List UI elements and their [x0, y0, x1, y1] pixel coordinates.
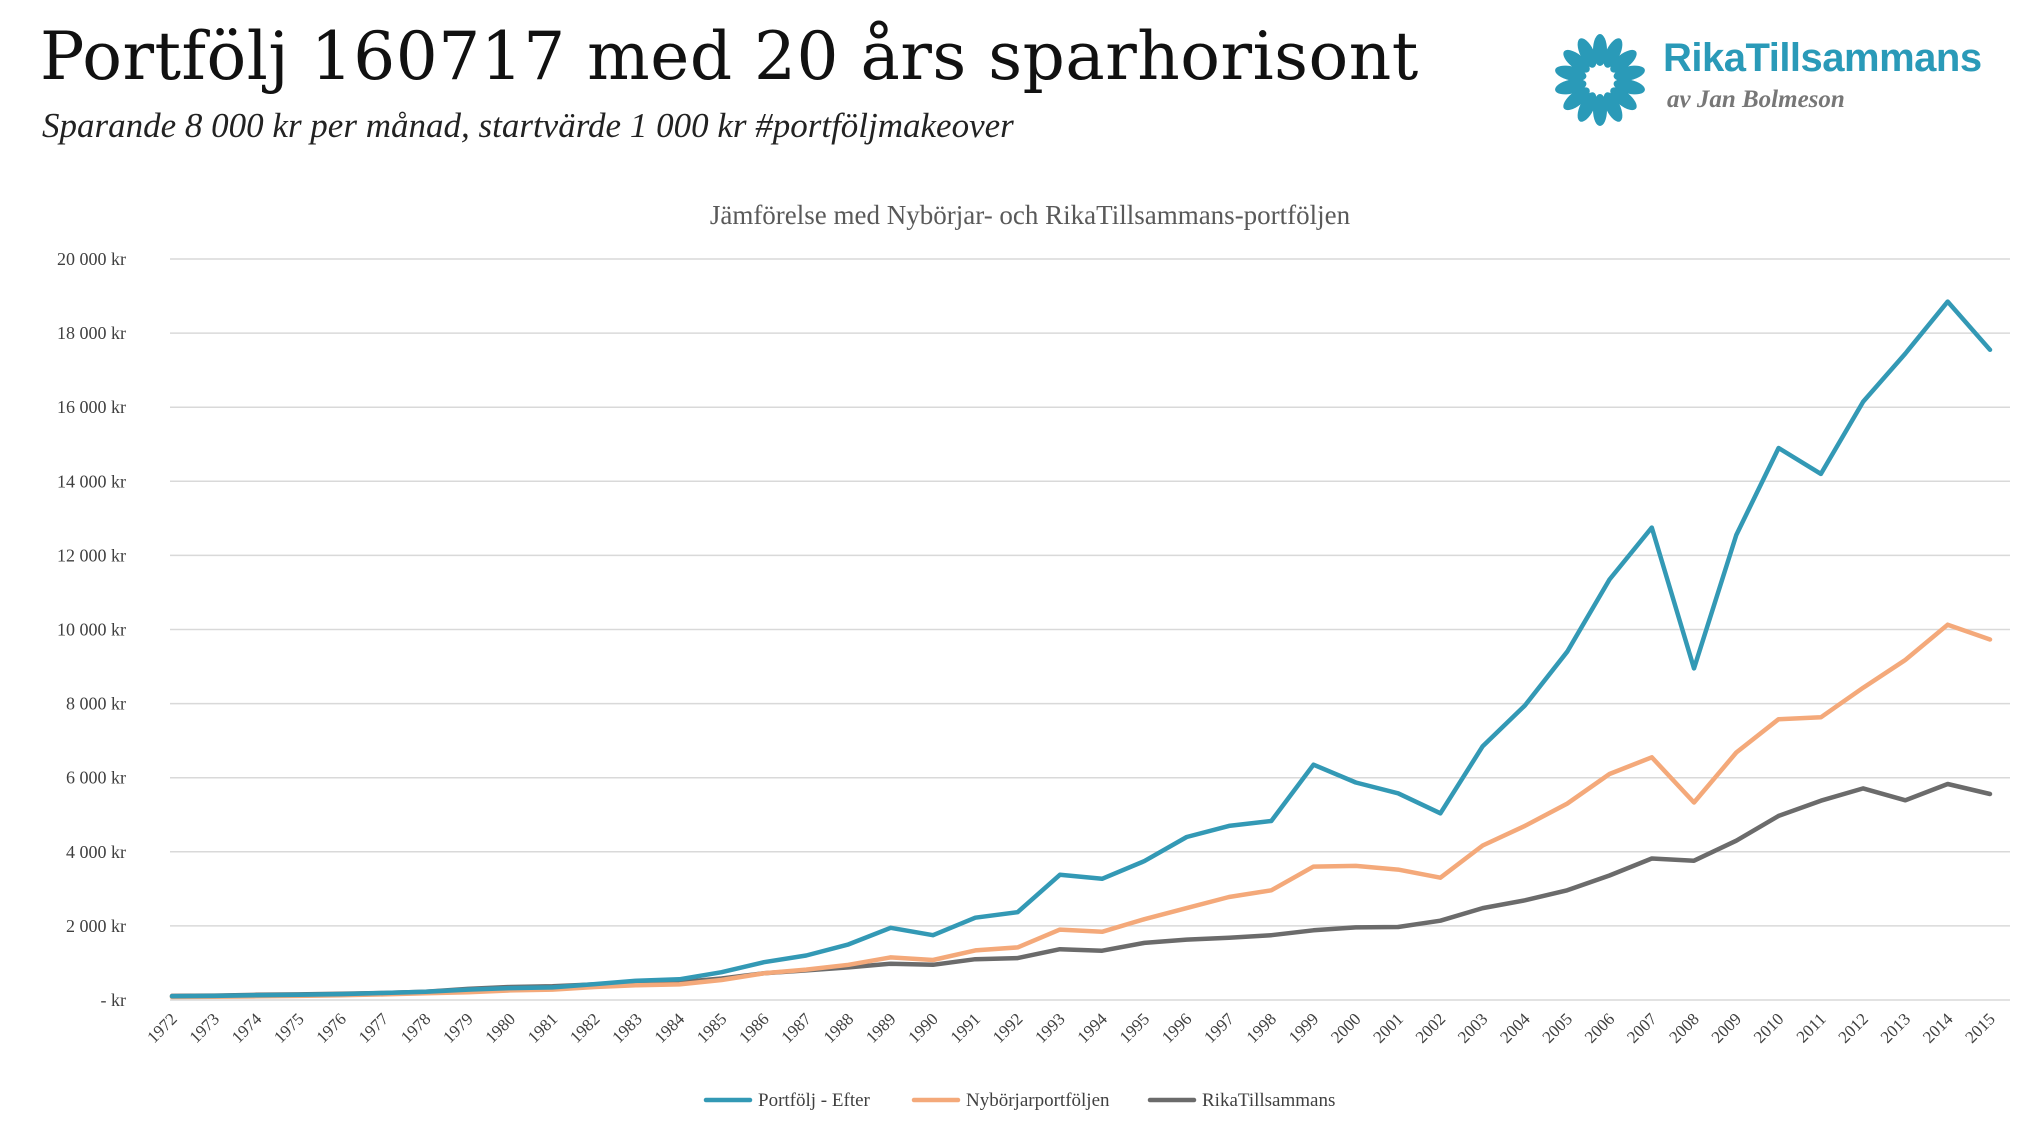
logo-byline: av Jan Bolmeson — [1667, 86, 1845, 113]
x-tick-label: 1995 — [1116, 1009, 1153, 1046]
x-axis-ticks: 1972 1973 1974 1975 1976 1977 1978 1979 1980 1981… — [143, 1009, 1998, 1047]
page-title: Portfölj 160717 med 20 års sparhorisont — [40, 18, 1419, 95]
legend-label: Nybörjarportföljen — [966, 1090, 1110, 1111]
logo-petal — [1555, 78, 1587, 95]
x-tick-label: 1990 — [904, 1009, 941, 1046]
page-subtitle: Sparande 8 000 kr per månad, startvärde … — [42, 106, 1014, 145]
logo-petal — [1610, 87, 1637, 111]
logo-petal — [1613, 65, 1645, 82]
x-tick-label: 2014 — [1919, 1009, 1957, 1047]
x-tick-label: 1973 — [186, 1009, 223, 1046]
x-tick-label: 1974 — [228, 1009, 266, 1047]
x-tick-label: 2010 — [1750, 1009, 1787, 1046]
y-axis-ticks: - kr 2 000 kr 4 000 kr 6 000 kr 8 000 kr 10 0… — [57, 249, 126, 1010]
logo-petal — [1603, 38, 1623, 68]
x-tick-label: 1999 — [1285, 1009, 1322, 1046]
x-tick-label: 1975 — [270, 1009, 307, 1046]
legend: Portfölj - Efter Nybörjarportföljen RikaTi… — [703, 1090, 1335, 1111]
x-tick-label: 1992 — [989, 1009, 1026, 1046]
chart-title: Jämförelse med Nybörjar- och RikaTillsam… — [710, 200, 1351, 230]
flower-logo-icon — [1555, 34, 1645, 126]
x-tick-label: 1981 — [524, 1009, 561, 1046]
logo-petal — [1610, 49, 1637, 73]
x-tick-label: 1972 — [143, 1009, 180, 1046]
y-tick-label: 16 000 kr — [57, 397, 126, 417]
x-tick-label: 1989 — [862, 1009, 899, 1046]
x-tick-label: 2006 — [1581, 1009, 1618, 1046]
y-tick-label: 8 000 kr — [66, 694, 126, 714]
logo-petal — [1563, 87, 1590, 111]
series-line — [169, 781, 1993, 999]
x-tick-label: 1977 — [355, 1009, 393, 1047]
x-tick-label: 1984 — [651, 1009, 689, 1047]
x-tick-label: 2015 — [1961, 1009, 1998, 1046]
logo-petal — [1603, 92, 1623, 122]
logo-petal — [1577, 38, 1597, 68]
y-tick-label: 4 000 kr — [66, 842, 126, 862]
x-tick-label: 1979 — [439, 1009, 476, 1046]
x-tick-label: 1976 — [312, 1009, 349, 1046]
y-tick-label: 6 000 kr — [66, 768, 126, 788]
logo-petal — [1563, 49, 1590, 73]
x-tick-label: 1980 — [482, 1009, 519, 1046]
x-tick-label: 1998 — [1243, 1009, 1280, 1046]
x-tick-label: 1985 — [693, 1009, 730, 1046]
legend-label: RikaTillsammans — [1202, 1090, 1335, 1111]
x-tick-label: 2002 — [1412, 1009, 1449, 1046]
x-tick-label: 1986 — [735, 1009, 772, 1046]
x-tick-label: 2013 — [1877, 1009, 1914, 1046]
legend-label: Portfölj - Efter — [758, 1090, 871, 1111]
x-tick-label: 2003 — [1454, 1009, 1491, 1046]
x-tick-label: 1991 — [947, 1009, 984, 1046]
logo-name: RikaTillsammans — [1663, 36, 1982, 80]
x-tick-label: 1987 — [778, 1009, 816, 1047]
x-tick-label: 1993 — [1031, 1009, 1068, 1046]
x-tick-label: 1994 — [1073, 1009, 1111, 1047]
y-tick-label: 18 000 kr — [57, 323, 126, 343]
y-tick-label: - kr — [101, 990, 127, 1010]
x-tick-label: 2009 — [1708, 1009, 1745, 1046]
x-tick-label: 1982 — [566, 1009, 603, 1046]
y-tick-label: 14 000 kr — [57, 471, 126, 491]
logo-petal — [1593, 34, 1607, 66]
logo-petal — [1577, 92, 1597, 122]
y-tick-label: 12 000 kr — [57, 545, 126, 565]
x-tick-label: 1997 — [1200, 1009, 1238, 1047]
y-tick-label: 20 000 kr — [57, 249, 126, 269]
x-tick-label: 1978 — [397, 1009, 434, 1046]
x-tick-label: 1996 — [1158, 1009, 1195, 1046]
gridlines — [170, 258, 2010, 1001]
x-tick-label: 2005 — [1539, 1009, 1576, 1046]
x-tick-label: 2007 — [1623, 1009, 1661, 1047]
brand-logo: RikaTillsammans av Jan Bolmeson — [1545, 28, 2005, 128]
y-tick-label: 10 000 kr — [57, 620, 126, 640]
x-tick-label: 2004 — [1496, 1009, 1534, 1047]
y-tick-label: 2 000 kr — [66, 916, 126, 936]
x-tick-label: 2001 — [1369, 1009, 1406, 1046]
series-line — [169, 622, 1993, 1000]
x-tick-label: 1983 — [608, 1009, 645, 1046]
x-tick-label: 1988 — [820, 1009, 857, 1046]
x-tick-label: 2011 — [1793, 1009, 1830, 1046]
x-tick-label: 2008 — [1665, 1009, 1702, 1046]
series-lines — [169, 299, 1993, 1000]
x-tick-label: 2012 — [1835, 1009, 1872, 1046]
logo-petal — [1593, 94, 1607, 126]
series-line — [169, 299, 1993, 999]
x-tick-label: 2000 — [1327, 1009, 1364, 1046]
